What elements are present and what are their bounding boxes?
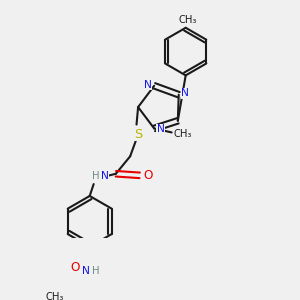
Text: O: O xyxy=(144,169,153,182)
Text: N: N xyxy=(144,80,152,90)
Text: N: N xyxy=(101,171,109,181)
Text: CH₃: CH₃ xyxy=(174,129,192,139)
Text: H: H xyxy=(92,171,100,181)
Text: O: O xyxy=(71,261,80,274)
Text: CH₃: CH₃ xyxy=(46,292,64,300)
Text: S: S xyxy=(134,128,142,141)
Text: N: N xyxy=(157,124,164,134)
Text: N: N xyxy=(181,88,189,98)
Text: H: H xyxy=(92,266,99,275)
Text: N: N xyxy=(82,266,90,275)
Text: CH₃: CH₃ xyxy=(178,15,196,25)
